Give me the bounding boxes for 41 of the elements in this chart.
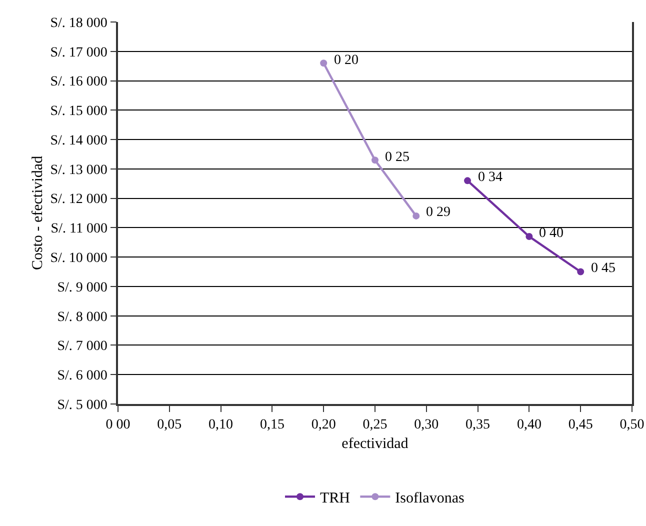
x-tick-label: 0,30 [414,418,439,433]
y-tick-label: S/. 14 000 [50,133,108,148]
y-tick-label: S/. 18 000 [50,16,108,31]
annotation: 0 20 [334,53,358,68]
y-tick-label: S/. 7 000 [57,339,108,354]
point [526,233,533,240]
x-tick-label: 0,35 [466,418,490,433]
annotation: 0 25 [385,150,410,165]
x-tick-label: 0 00 [106,418,130,433]
point [320,60,328,67]
y-tick-label: S/. 13 000 [50,162,108,178]
y-tick-label: S/. 15 000 [50,104,108,120]
x-tick-label: 0,05 [157,418,182,433]
y-tick-label: S/. 12 000 [50,192,108,208]
x-axis-title: efectividad [342,436,409,452]
y-axis-title: Costo - efectividad [30,155,46,270]
x-tick-label: 0,45 [568,418,593,433]
point [412,212,420,220]
annotation: 0 34 [478,170,502,185]
x-tick-label: 0,25 [362,418,388,433]
x-tick-label: 0,20 [311,418,336,433]
point [372,156,378,164]
legend-label: Isoflavonas [395,490,464,506]
y-tick-label: S/. 16 000 [50,74,108,90]
point [464,177,472,184]
x-tick-label: 0,40 [516,418,542,433]
legend-label: TRH [320,490,350,506]
y-tick-label: S/. 17 000 [50,45,108,60]
annotation: 0 45 [591,261,616,276]
x-tick-label: 0,15 [260,418,284,433]
y-tick-label: S/. 5 000 [57,398,108,413]
y-tick-label: S/. 8 000 [57,310,108,325]
x-tick-label: 0,10 [208,418,234,433]
annotation: 0 29 [426,205,450,220]
y-tick-label: S/. 10 000 [50,250,108,266]
y-tick-label: S/. 6 000 [57,368,108,384]
y-tick-label: S/. 9 000 [57,280,108,296]
annotation: 0 40 [539,226,564,241]
x-tick-label: 0,50 [620,418,644,433]
y-tick-label: S/. 11 000 [50,222,108,237]
point [577,268,584,276]
